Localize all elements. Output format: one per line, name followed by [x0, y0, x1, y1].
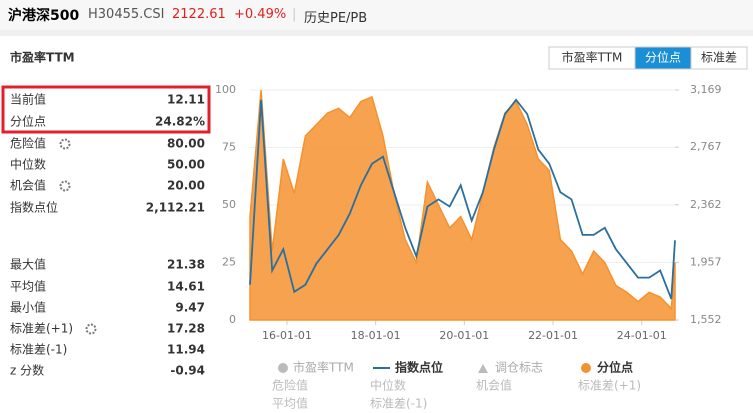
- stat-label: 中位数: [10, 157, 46, 172]
- stat-value: 80.00: [167, 137, 205, 151]
- x-tick-label: 16-01-01: [262, 329, 312, 342]
- header: 沪港深500 H30455.CSI 2122.61 +0.49% | 历史PE/…: [0, 0, 753, 30]
- stat-label: 最大值: [10, 257, 46, 272]
- legend-label[interactable]: 市盈率TTM: [293, 360, 354, 375]
- tab-label[interactable]: 分位点: [645, 50, 681, 65]
- stat-label: 当前值: [10, 92, 46, 107]
- separator: |: [292, 7, 297, 22]
- stat-value: 12.11: [167, 93, 205, 107]
- legend-label[interactable]: 中位数: [370, 378, 406, 393]
- x-tick-label: 24-01-01: [617, 329, 667, 342]
- stat-label: z 分数: [10, 363, 44, 378]
- stat-value: 20.00: [167, 179, 205, 193]
- change: +0.49%: [234, 7, 287, 22]
- legend-label[interactable]: 危险值: [272, 378, 308, 393]
- y2-tick-label: 2,362: [690, 198, 722, 211]
- stat-label: 危险值: [10, 136, 46, 151]
- tab-label[interactable]: 市盈率TTM: [562, 50, 623, 65]
- stat-value: 9.47: [175, 301, 205, 315]
- index-title: 沪港深500: [8, 8, 80, 24]
- stat-value: 11.94: [167, 343, 205, 357]
- panel-title: 市盈率TTM: [10, 50, 75, 65]
- y-tick-label: 50: [222, 198, 236, 211]
- y-tick-label: 0: [229, 313, 236, 326]
- stat-value: 21.38: [167, 258, 205, 272]
- legend-label[interactable]: 分位点: [597, 360, 633, 375]
- legend-label[interactable]: 调仓标志: [495, 361, 543, 375]
- legend-label[interactable]: 指数点位: [395, 360, 443, 375]
- index-code: H30455.CSI: [88, 7, 165, 22]
- stat-label: 最小值: [10, 300, 46, 315]
- legend-marker: [581, 363, 591, 373]
- x-tick-label: 22-01-01: [528, 329, 578, 342]
- tab[interactable]: [690, 46, 748, 70]
- x-tick-label: 20-01-01: [439, 329, 489, 342]
- legend-label[interactable]: 标准差(-1): [370, 397, 427, 411]
- gear-icon[interactable]: [85, 323, 97, 335]
- stat-label: 机会值: [10, 178, 46, 193]
- y-tick-label: 25: [222, 256, 236, 269]
- legend-label[interactable]: 平均值: [272, 396, 308, 411]
- highlight-box: [1, 85, 211, 134]
- stat-label: 平均值: [10, 279, 46, 294]
- history-link[interactable]: 历史PE/PB: [304, 11, 368, 26]
- stat-label: 标准差(-1): [10, 343, 67, 357]
- legend-label[interactable]: 标准差(+1): [578, 379, 641, 393]
- stat-label: 分位点: [10, 114, 46, 129]
- stat-value: 2,112.21: [146, 201, 205, 215]
- y-tick-label: 100: [215, 83, 236, 96]
- index-line: [249, 98, 676, 300]
- stat-label: 标准差(+1): [10, 322, 73, 336]
- stat-value: -0.94: [170, 364, 205, 378]
- y2-tick-label: 1,957: [690, 255, 722, 268]
- stat-value: 17.28: [167, 322, 205, 336]
- legend-marker: [478, 364, 488, 373]
- legend: 市盈率TTM 指数点位 调仓标志 分位点 危险值 中位数 机会值 标准差(+1)…: [272, 360, 641, 411]
- legend-label[interactable]: 机会值: [476, 378, 512, 393]
- x-tick-label: 18-01-01: [351, 329, 401, 342]
- y2-tick-label: 1,552: [690, 313, 722, 326]
- stat-label: 指数点位: [10, 200, 58, 215]
- stat-value: 50.00: [167, 158, 205, 172]
- stat-value: 14.61: [167, 280, 205, 294]
- tab-label[interactable]: 标准差: [701, 51, 737, 65]
- price: 2122.61: [172, 7, 226, 22]
- y2-tick-label: 3,169: [690, 83, 722, 96]
- y-tick-label: 75: [222, 141, 236, 154]
- y2-tick-label: 2,767: [690, 140, 722, 153]
- gear-icon[interactable]: [59, 138, 71, 150]
- stat-value: 24.82%: [155, 115, 205, 129]
- legend-marker: [278, 363, 288, 373]
- gear-icon[interactable]: [59, 180, 71, 192]
